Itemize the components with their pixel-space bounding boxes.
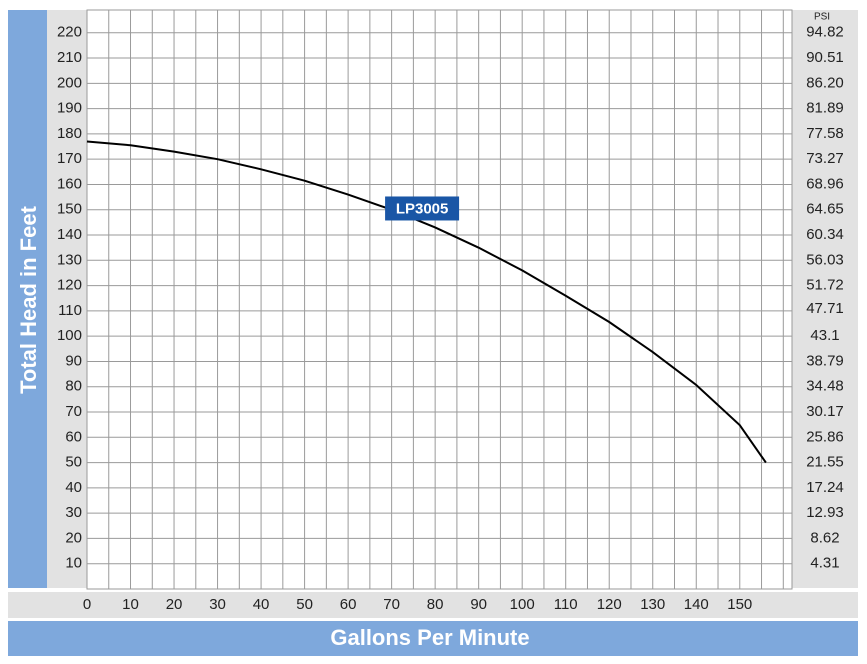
x-tick-label: 0 (83, 596, 91, 613)
y2-tick-label: 56.03 (806, 251, 844, 268)
x-tick-label: 80 (427, 596, 444, 613)
y2-tick-label: 90.51 (806, 49, 844, 66)
x-tick-label: 100 (510, 596, 535, 613)
x-tick-label: 120 (597, 596, 622, 613)
y-tick-label: 100 (57, 327, 82, 344)
curve-label-box (385, 196, 460, 221)
y2-tick-label: 30.17 (806, 403, 844, 420)
x-tick-label: 150 (727, 596, 752, 613)
x-tick-label: 110 (554, 596, 578, 613)
y2-tick-label: 34.48 (806, 378, 844, 395)
y-tick-label: 210 (57, 49, 82, 66)
y2-tick-label: 4.31 (810, 555, 839, 572)
plot-border (86, 9, 793, 590)
x-tick-label: 130 (640, 596, 665, 613)
y-label-band (8, 10, 47, 588)
pump-curve (86, 140, 767, 464)
y-tick-label: 170 (57, 150, 82, 167)
y2-tick-label: 64.65 (806, 201, 844, 218)
y2-axis-title: PSI (814, 12, 830, 23)
x-tick-label: 40 (253, 596, 270, 613)
x-tick-label: 30 (209, 596, 226, 613)
y2-tick-label: 81.89 (806, 100, 844, 117)
y2-tick-label: 77.58 (806, 125, 844, 142)
y2-tick-label: 51.72 (806, 277, 844, 294)
y-tick-label: 190 (57, 100, 82, 117)
y-tick-label: 160 (57, 175, 82, 192)
y2-tick-label: 47.71 (806, 300, 844, 317)
y-tick-band (47, 10, 87, 588)
y2-tick-label: 94.82 (806, 24, 844, 41)
y-tick-label: 80 (65, 378, 82, 395)
y2-tick-label: 68.96 (806, 175, 844, 192)
x-tick-label: 60 (340, 596, 357, 613)
y2-tick-label: 73.27 (806, 150, 844, 167)
y2-tick-label: 60.34 (806, 226, 844, 243)
y2-tick-band (792, 10, 858, 588)
x-tick-label: 70 (383, 596, 400, 613)
x-axis-title: Gallons Per Minute (330, 625, 529, 650)
y-tick-label: 130 (57, 251, 82, 268)
y2-tick-label: 25.86 (806, 428, 844, 445)
y-tick-label: 200 (57, 74, 82, 91)
y-tick-label: 140 (57, 226, 82, 243)
x-tick-label: 90 (470, 596, 487, 613)
y-tick-label: 220 (57, 24, 82, 41)
x-tick-label: 140 (684, 596, 709, 613)
y2-tick-label: 12.93 (806, 504, 844, 521)
y-tick-label: 110 (58, 302, 82, 319)
x-tick-band (8, 592, 858, 618)
y2-tick-label: 17.24 (806, 479, 844, 496)
y-tick-label: 120 (57, 277, 82, 294)
y2-tick-label: 21.55 (806, 454, 844, 471)
y-tick-label: 50 (65, 454, 82, 471)
y2-tick-label: 43.1 (810, 327, 839, 344)
curve-label: LP3005 (396, 200, 449, 217)
y-tick-label: 150 (57, 201, 82, 218)
x-tick-label: 20 (166, 596, 183, 613)
plot-area (87, 10, 792, 589)
y2-tick-label: 38.79 (806, 352, 844, 369)
y2-tick-label: 86.20 (806, 74, 844, 91)
x-tick-label: 50 (296, 596, 313, 613)
y-tick-label: 40 (65, 479, 82, 496)
y-tick-label: 10 (65, 555, 82, 572)
x-label-band (8, 621, 858, 656)
y-tick-label: 30 (65, 504, 82, 521)
y-tick-label: 70 (65, 403, 82, 420)
y-tick-label: 20 (65, 529, 82, 546)
x-tick-label: 10 (122, 596, 139, 613)
y-axis-title: Total Head in Feet (16, 205, 41, 394)
y-tick-label: 180 (57, 125, 82, 142)
y-tick-label: 60 (65, 428, 82, 445)
y2-tick-label: 8.62 (810, 529, 839, 546)
y-tick-label: 90 (65, 352, 82, 369)
